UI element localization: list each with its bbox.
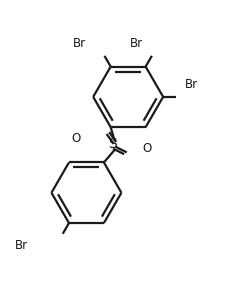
Text: Br: Br	[185, 78, 198, 91]
Text: Br: Br	[73, 37, 86, 50]
Text: O: O	[72, 132, 81, 145]
Text: O: O	[143, 142, 152, 155]
Text: Br: Br	[15, 239, 28, 253]
Text: S: S	[108, 137, 117, 151]
Text: Br: Br	[129, 37, 143, 50]
